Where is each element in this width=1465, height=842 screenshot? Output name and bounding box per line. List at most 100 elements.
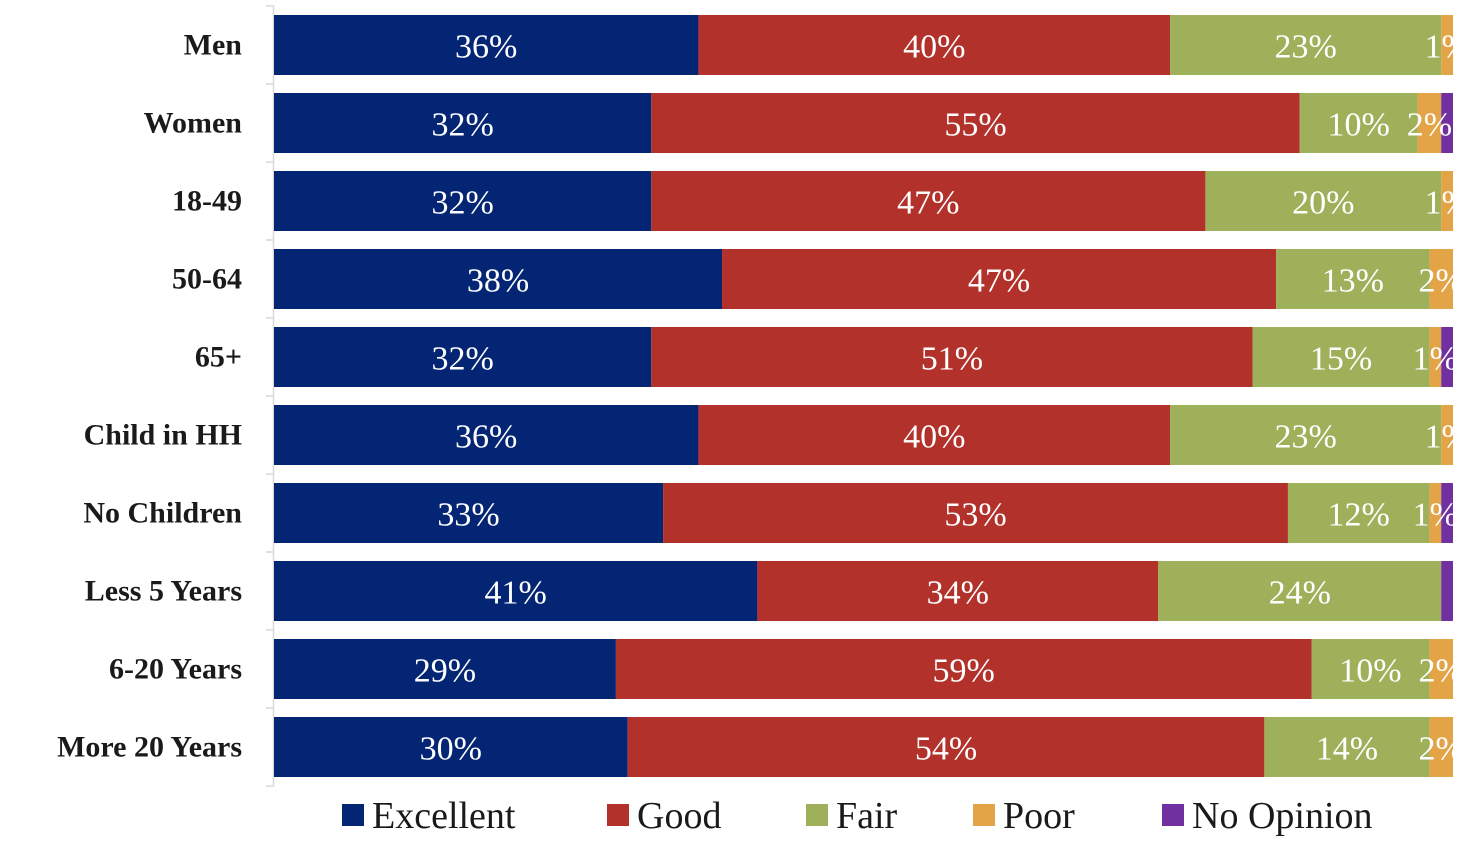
legend-label: Fair (836, 795, 898, 837)
bar-segment-poor (1429, 249, 1453, 309)
data-label: 36% (455, 419, 517, 456)
data-label: 38% (467, 263, 529, 300)
category-label: Child in HH (84, 419, 242, 452)
bar-segment-good (615, 639, 1312, 699)
category-label: 50-64 (172, 263, 242, 296)
data-label: 1% (1413, 497, 1458, 534)
data-label: 29% (414, 653, 476, 690)
data-label: 34% (927, 575, 989, 612)
bar-segment-poor (1441, 405, 1453, 465)
data-label: 12% (1328, 497, 1390, 534)
bar-segment-poor (1441, 171, 1453, 231)
data-label: 1% (1424, 29, 1465, 66)
data-label: 23% (1274, 29, 1336, 66)
data-label: 33% (437, 497, 499, 534)
bar-segment-poor (1429, 483, 1442, 543)
legend: Excellent Good Fair Poor No Opinion (342, 795, 1373, 837)
category-label: Women (144, 107, 243, 140)
data-label: 41% (485, 575, 547, 612)
bar-segment-good (698, 15, 1171, 75)
bar-segment-excellent (274, 15, 699, 75)
bar-segment-good (651, 93, 1300, 153)
category-label: 18-49 (172, 185, 242, 218)
legend-label: Excellent (372, 795, 516, 837)
data-label: 1% (1413, 341, 1458, 378)
legend-label: Good (637, 795, 721, 837)
bar-segment-fair (1299, 93, 1418, 153)
bar-segment-fair (1252, 327, 1430, 387)
data-label: 40% (903, 419, 965, 456)
data-label: 32% (431, 341, 493, 378)
legend-swatch-fair (806, 804, 828, 826)
data-label: 14% (1316, 731, 1378, 768)
bar-segment-fair (1264, 717, 1430, 777)
bar-segment-fair (1287, 483, 1430, 543)
legend-label: Poor (1003, 795, 1075, 837)
bar-segment-excellent (274, 405, 699, 465)
data-label: 10% (1328, 107, 1390, 144)
bar-segment-good (651, 327, 1253, 387)
axis-layer (266, 5, 275, 787)
data-label: 51% (921, 341, 983, 378)
category-label: No Children (83, 497, 242, 530)
bar-segment-good (722, 249, 1277, 309)
bar-segment-poor (1429, 717, 1453, 777)
data-label: 1% (1424, 419, 1465, 456)
data-label: 30% (420, 731, 482, 768)
data-label: 1% (1424, 185, 1465, 222)
legend-swatch-excellent (342, 804, 364, 826)
bar-segment-no-opinion (1441, 327, 1453, 387)
bar-segment-poor (1441, 15, 1453, 75)
value-labels-layer: 36% 40% 23% 1% 32% 55% 10% 2% 32% 47% 20% 1% 38% 47% 1… (414, 29, 1465, 768)
legend-label: No Opinion (1192, 795, 1373, 837)
category-label: Less 5 Years (85, 575, 242, 608)
bar-segment-fair (1170, 15, 1442, 75)
data-label: 24% (1269, 575, 1331, 612)
data-label: 47% (897, 185, 959, 222)
category-label: Men (184, 29, 243, 62)
bar-segment-excellent (274, 561, 758, 621)
legend-swatch-no-opinion (1162, 804, 1184, 826)
bar-segment-no-opinion (1441, 483, 1453, 543)
category-labels-layer: Men Women 18-49 50-64 65+ Child in HH No Child… (57, 29, 242, 764)
category-label: 6-20 Years (109, 653, 242, 686)
bar-segment-poor (1417, 93, 1442, 153)
bars-layer (274, 15, 1453, 777)
data-label: 53% (944, 497, 1006, 534)
legend-swatch-good (607, 804, 629, 826)
data-label: 32% (431, 185, 493, 222)
bar-segment-excellent (274, 639, 616, 699)
data-label: 2% (1419, 653, 1464, 690)
bar-segment-excellent (274, 171, 652, 231)
data-label: 20% (1292, 185, 1354, 222)
data-label: 2% (1419, 731, 1464, 768)
bar-segment-good (627, 717, 1265, 777)
bar-segment-fair (1311, 639, 1430, 699)
data-label: 40% (903, 29, 965, 66)
bar-segment-poor (1429, 639, 1453, 699)
bar-segment-fair (1276, 249, 1430, 309)
bar-segment-excellent (274, 327, 652, 387)
bar-segment-good (651, 171, 1206, 231)
data-label: 10% (1339, 653, 1401, 690)
legend-swatch-poor (973, 804, 995, 826)
bar-segment-poor (1429, 327, 1442, 387)
bar-segment-fair (1205, 171, 1442, 231)
bar-segment-no-opinion (1441, 561, 1453, 621)
data-label: 15% (1310, 341, 1372, 378)
bar-segment-good (698, 405, 1171, 465)
data-label: 47% (968, 263, 1030, 300)
data-label: 54% (915, 731, 977, 768)
data-label: 13% (1322, 263, 1384, 300)
data-label: 32% (431, 107, 493, 144)
bar-segment-excellent (274, 483, 664, 543)
data-label: 55% (944, 107, 1006, 144)
bar-segment-fair (1158, 561, 1442, 621)
bar-segment-excellent (274, 93, 652, 153)
bar-segment-good (757, 561, 1159, 621)
data-label: 2% (1407, 107, 1452, 144)
data-label: 23% (1274, 419, 1336, 456)
bar-segment-good (663, 483, 1288, 543)
